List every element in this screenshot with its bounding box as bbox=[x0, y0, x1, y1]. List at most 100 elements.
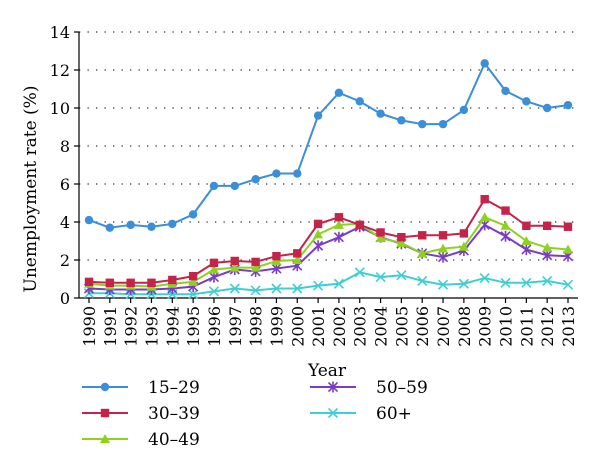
data-point bbox=[293, 169, 302, 178]
data-point bbox=[396, 270, 407, 281]
x-axis-title: Year bbox=[307, 361, 347, 381]
data-point bbox=[542, 103, 552, 113]
axes bbox=[74, 31, 578, 303]
data-point bbox=[229, 262, 240, 272]
data-point bbox=[376, 109, 385, 118]
data-point bbox=[188, 271, 198, 281]
data-point bbox=[292, 255, 303, 264]
x-tick-label: 2006 bbox=[413, 306, 432, 347]
data-point bbox=[126, 220, 135, 230]
data-point bbox=[438, 231, 448, 240]
data-point bbox=[188, 276, 199, 286]
y-tick-label: 6 bbox=[60, 175, 70, 194]
data-point bbox=[251, 175, 260, 184]
x-tick-label: 1993 bbox=[142, 306, 161, 347]
data-point bbox=[397, 116, 406, 125]
legend-marker bbox=[100, 408, 110, 418]
data-point bbox=[437, 251, 449, 263]
series-50-59 bbox=[83, 219, 574, 295]
data-point bbox=[542, 221, 552, 230]
data-point bbox=[209, 258, 219, 268]
data-point bbox=[521, 244, 532, 256]
legend-item: 60+ bbox=[310, 404, 412, 424]
data-point bbox=[313, 111, 323, 120]
data-point bbox=[500, 277, 511, 288]
data-point bbox=[334, 88, 344, 98]
data-point bbox=[292, 283, 303, 294]
data-point bbox=[521, 236, 532, 245]
data-point bbox=[354, 267, 365, 278]
data-point bbox=[126, 278, 135, 287]
data-point bbox=[272, 169, 281, 178]
data-point bbox=[479, 272, 490, 284]
data-point bbox=[459, 105, 469, 115]
data-point bbox=[208, 264, 219, 274]
x-tick-label: 1990 bbox=[80, 306, 99, 347]
data-point bbox=[105, 278, 115, 287]
data-point bbox=[522, 97, 531, 106]
data-point bbox=[333, 278, 344, 289]
data-point bbox=[147, 278, 156, 287]
data-point bbox=[333, 219, 344, 229]
data-point bbox=[271, 283, 282, 294]
data-point bbox=[229, 283, 240, 294]
legend-item: 40–49 bbox=[82, 430, 200, 450]
data-point bbox=[479, 212, 490, 222]
data-point bbox=[500, 230, 511, 242]
x-tick-label: 2008 bbox=[455, 306, 474, 347]
x-tick-label: 2001 bbox=[309, 306, 328, 347]
legend: 15–29 30–39 40–49 50–59 60+ bbox=[82, 378, 428, 450]
data-point bbox=[250, 262, 261, 272]
series-line bbox=[89, 271, 569, 296]
data-point bbox=[105, 223, 115, 232]
data-point bbox=[208, 286, 220, 297]
data-point bbox=[438, 119, 448, 129]
y-tick-label: 8 bbox=[60, 137, 70, 156]
data-point bbox=[397, 233, 406, 242]
x-tick-label: 1999 bbox=[267, 306, 286, 347]
data-point bbox=[333, 231, 344, 243]
data-point bbox=[313, 229, 324, 239]
data-point bbox=[376, 228, 385, 237]
legend-marker bbox=[327, 407, 339, 419]
data-point bbox=[168, 275, 177, 285]
legend-label: 60+ bbox=[376, 404, 412, 424]
series-60plus bbox=[83, 267, 574, 300]
x-tick-label: 2013 bbox=[559, 306, 578, 347]
data-point bbox=[230, 256, 239, 266]
data-point bbox=[500, 220, 511, 230]
data-point bbox=[480, 59, 489, 68]
y-tick-label: 0 bbox=[60, 289, 70, 308]
data-point bbox=[563, 244, 573, 254]
data-point bbox=[521, 277, 532, 288]
data-point bbox=[501, 206, 510, 215]
data-point bbox=[438, 243, 449, 253]
y-tick-label: 10 bbox=[50, 99, 70, 118]
data-point bbox=[147, 222, 156, 231]
data-point bbox=[562, 279, 574, 290]
data-point bbox=[418, 231, 427, 240]
x-tick-labels: 1990 1991 1992 1993 1994 1995 1996 1997 1998 1999… bbox=[80, 306, 578, 347]
data-point bbox=[522, 221, 531, 230]
series-15-29 bbox=[84, 59, 573, 232]
data-point bbox=[251, 257, 260, 267]
x-tick-label: 2012 bbox=[538, 306, 557, 347]
data-point bbox=[458, 241, 469, 251]
data-point bbox=[293, 249, 302, 258]
legend-marker bbox=[100, 434, 110, 443]
data-point bbox=[458, 278, 469, 289]
legend-marker bbox=[327, 381, 339, 393]
legend-marker bbox=[100, 382, 110, 392]
x-tick-label: 1992 bbox=[122, 306, 141, 347]
data-point bbox=[209, 181, 219, 191]
legend-label: 40–49 bbox=[148, 430, 200, 450]
x-tick-label: 1991 bbox=[101, 306, 120, 347]
x-tick-label: 1995 bbox=[184, 306, 203, 347]
x-tick-label: 2009 bbox=[476, 306, 495, 347]
data-point bbox=[272, 252, 281, 261]
x-tick-label: 1994 bbox=[163, 306, 182, 347]
y-tick-label: 14 bbox=[50, 23, 70, 42]
data-point bbox=[418, 119, 427, 129]
series-40-49 bbox=[84, 212, 573, 291]
series-line bbox=[88, 223, 569, 291]
